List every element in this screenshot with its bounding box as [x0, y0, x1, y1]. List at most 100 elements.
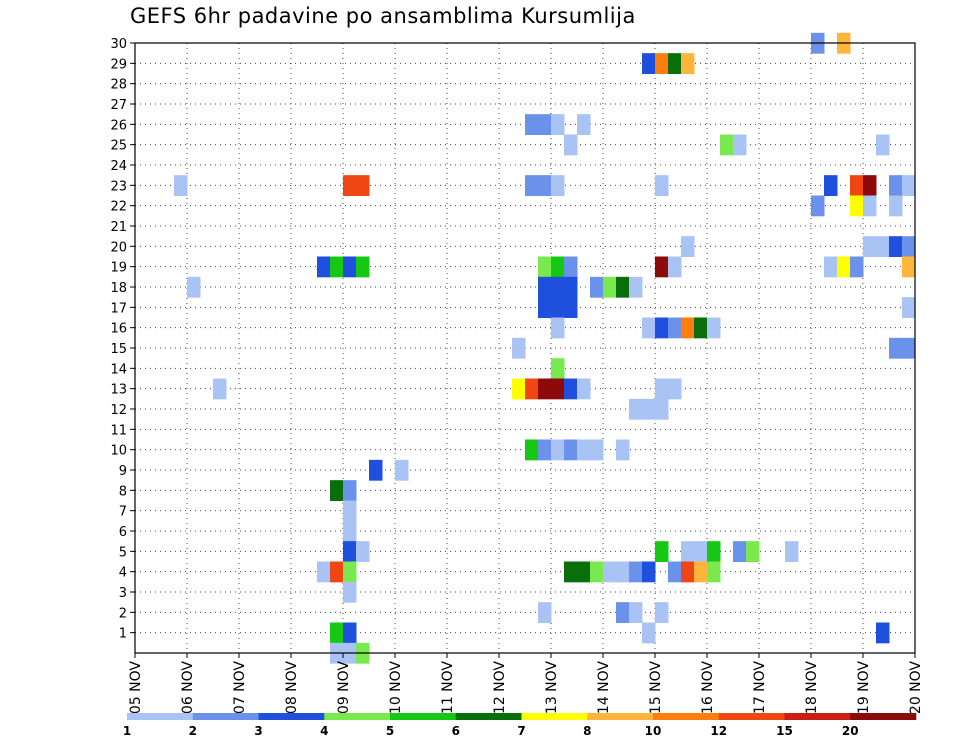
x-tick-label: 16 NOV	[700, 661, 716, 715]
data-cell	[538, 175, 552, 196]
data-cell	[681, 561, 695, 583]
y-tick-label: 13	[110, 383, 127, 398]
colorbar-label: 3	[254, 724, 262, 738]
data-cell	[564, 256, 578, 278]
data-cell	[668, 317, 682, 339]
data-cell	[356, 541, 370, 562]
y-tick-label: 17	[110, 301, 127, 316]
data-cell	[551, 175, 565, 196]
y-tick-label: 16	[110, 322, 127, 337]
data-cell	[551, 276, 565, 298]
y-tick-label: 11	[110, 423, 127, 438]
y-tick-label: 6	[119, 525, 127, 540]
data-cell	[551, 114, 565, 135]
y-tick-label: 14	[110, 362, 127, 377]
y-tick-label: 29	[110, 57, 127, 72]
x-tick-label: 18 NOV	[804, 661, 820, 715]
y-tick-label: 10	[110, 444, 127, 459]
data-cell	[629, 602, 643, 623]
data-cell	[512, 337, 526, 359]
data-cell	[330, 256, 344, 278]
data-cell	[863, 195, 877, 217]
y-tick-label: 28	[110, 78, 127, 93]
data-cell	[577, 378, 591, 400]
colorbar-segment	[784, 713, 851, 720]
colorbar-segment	[258, 713, 325, 720]
data-cell	[616, 602, 630, 623]
data-cell	[525, 439, 539, 461]
data-cell	[538, 276, 552, 298]
colorbar-label: 8	[583, 724, 591, 738]
data-cell	[629, 398, 643, 420]
data-cell	[642, 317, 656, 339]
data-cell	[785, 541, 799, 562]
y-tick-label: 26	[110, 118, 127, 133]
x-tick-label: 12 NOV	[492, 661, 508, 715]
colorbar-segment	[455, 713, 522, 720]
colorbar-segment	[127, 713, 194, 720]
y-tick-label: 1	[119, 627, 127, 642]
chart-title: GEFS 6hr padavine po ansamblima Kursumli…	[130, 4, 636, 28]
data-cell	[512, 378, 526, 400]
y-tick-label: 18	[110, 281, 127, 296]
y-tick-label: 19	[110, 261, 127, 276]
y-tick-label: 24	[110, 159, 127, 174]
data-cell	[863, 236, 877, 257]
data-cell	[707, 561, 721, 583]
x-tick-label: 19 NOV	[856, 661, 872, 715]
colorbar-segment	[718, 713, 785, 720]
data-cell	[343, 541, 357, 562]
y-tick-label: 7	[119, 505, 127, 520]
y-tick-label: 30	[110, 37, 127, 52]
data-cell	[538, 256, 552, 278]
data-cell	[590, 276, 604, 298]
data-cell	[733, 541, 747, 562]
data-cell	[850, 195, 864, 217]
y-tick-label: 8	[119, 484, 127, 499]
data-cell	[564, 134, 578, 156]
y-axis-labels: 1234567891011121314151617181920212223242…	[110, 37, 127, 642]
data-cell	[525, 378, 539, 400]
x-tick-label: 06 NOV	[180, 661, 196, 715]
y-tick-label: 27	[110, 98, 127, 113]
data-cell	[694, 561, 708, 583]
data-cell	[564, 378, 578, 400]
data-cell	[876, 236, 890, 257]
data-cell	[655, 317, 669, 339]
data-cell	[343, 622, 357, 644]
data-cell	[564, 276, 578, 298]
data-cell	[525, 175, 539, 196]
data-cell	[642, 53, 656, 74]
data-cell	[317, 561, 331, 583]
colorbar-label: 10	[645, 724, 662, 738]
data-cell	[655, 602, 669, 623]
colorbar-label: 2	[189, 724, 197, 738]
data-cell	[538, 378, 552, 400]
data-cell	[642, 622, 656, 644]
y-tick-label: 12	[110, 403, 127, 418]
data-cell	[343, 175, 357, 196]
data-cell	[564, 297, 578, 318]
data-cell	[343, 581, 357, 603]
colorbar-label: 12	[710, 724, 727, 738]
colorbar-segment	[653, 713, 720, 720]
y-tick-label: 15	[110, 342, 127, 357]
x-tick-label: 11 NOV	[440, 661, 456, 715]
data-cell	[668, 53, 682, 74]
data-cell	[577, 439, 591, 461]
data-cell	[356, 256, 370, 278]
data-cell	[655, 53, 669, 74]
colorbar-segment	[587, 713, 654, 720]
data-cell	[525, 114, 539, 135]
data-cell	[577, 114, 591, 135]
colorbar-segment	[521, 713, 588, 720]
data-cell	[629, 276, 643, 298]
data-cell	[876, 622, 890, 644]
y-tick-label: 3	[119, 586, 127, 601]
data-cell	[603, 561, 617, 583]
data-cell	[590, 561, 604, 583]
data-cell	[655, 398, 669, 420]
x-tick-label: 14 NOV	[596, 661, 612, 715]
data-cell	[551, 378, 565, 400]
